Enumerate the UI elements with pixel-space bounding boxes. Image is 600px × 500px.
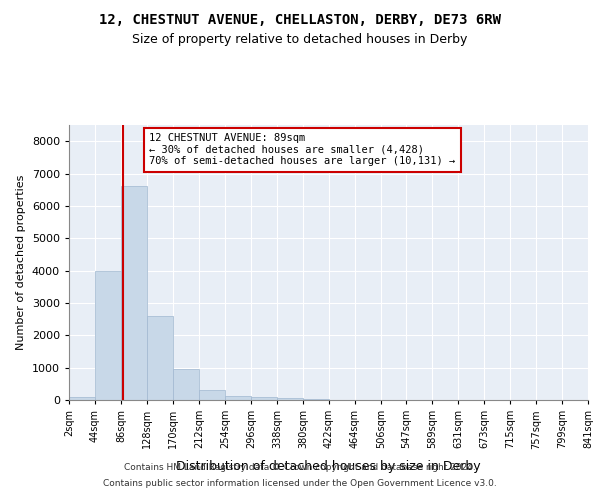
- Bar: [69, 398, 95, 400]
- Bar: [303, 399, 329, 400]
- Bar: [277, 398, 303, 400]
- Bar: [121, 186, 147, 400]
- Bar: [199, 390, 225, 400]
- Bar: [173, 370, 199, 400]
- Text: Contains HM Land Registry data © Crown copyright and database right 2024.: Contains HM Land Registry data © Crown c…: [124, 464, 476, 472]
- Bar: [251, 398, 277, 400]
- X-axis label: Distribution of detached houses by size in Derby: Distribution of detached houses by size …: [176, 460, 481, 472]
- Y-axis label: Number of detached properties: Number of detached properties: [16, 175, 26, 350]
- Bar: [95, 270, 121, 400]
- Text: 12, CHESTNUT AVENUE, CHELLASTON, DERBY, DE73 6RW: 12, CHESTNUT AVENUE, CHELLASTON, DERBY, …: [99, 12, 501, 26]
- Text: Contains public sector information licensed under the Open Government Licence v3: Contains public sector information licen…: [103, 478, 497, 488]
- Bar: [147, 316, 173, 400]
- Text: 12 CHESTNUT AVENUE: 89sqm
← 30% of detached houses are smaller (4,428)
70% of se: 12 CHESTNUT AVENUE: 89sqm ← 30% of detac…: [149, 133, 455, 166]
- Text: Size of property relative to detached houses in Derby: Size of property relative to detached ho…: [133, 32, 467, 46]
- Bar: [225, 396, 251, 400]
